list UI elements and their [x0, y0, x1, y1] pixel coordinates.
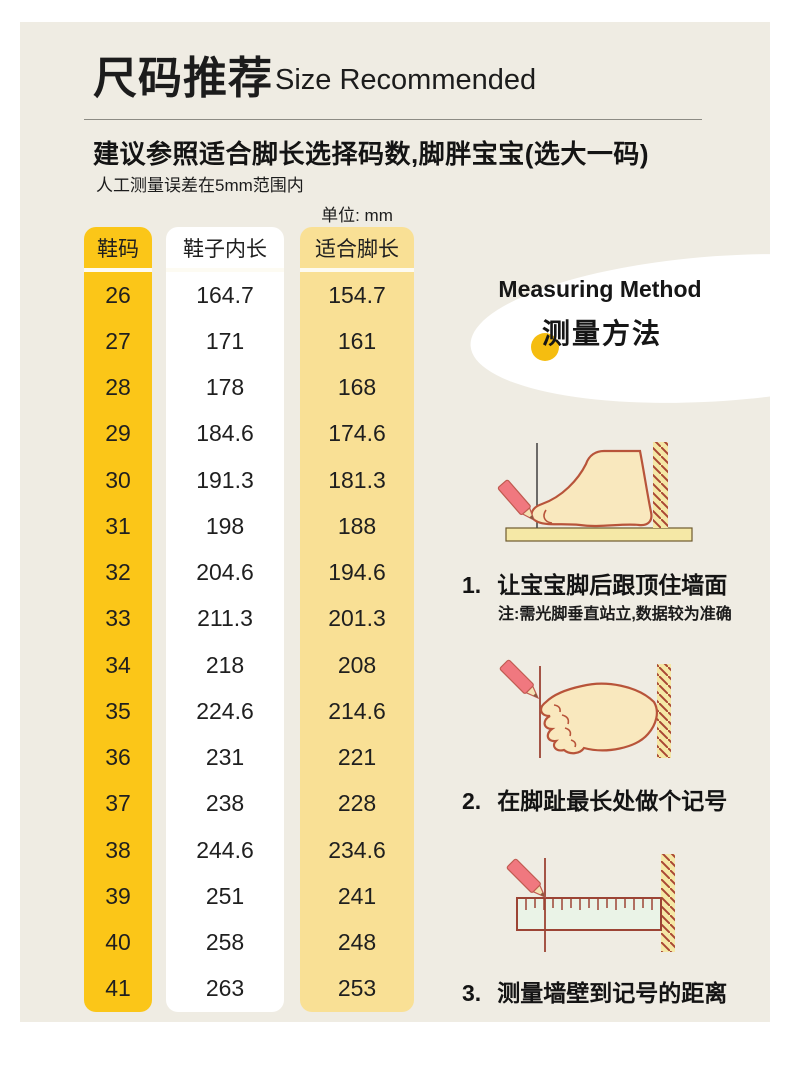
- table-cell: 258: [205, 929, 245, 956]
- table-cell: 37: [105, 790, 131, 817]
- table-cell: 263: [205, 975, 245, 1002]
- floor: [505, 527, 693, 542]
- table-cell: 28: [105, 374, 131, 401]
- table-cell: 228: [337, 790, 377, 817]
- yellow-dot-icon: [531, 333, 559, 361]
- table-cell: 198: [205, 512, 245, 539]
- step2-text: 2. 在脚趾最长处做个记号: [462, 782, 727, 816]
- table-cell: 194.6: [328, 559, 386, 586]
- table-cell: 191.3: [196, 466, 254, 493]
- step2-mark-toe-illustration: [499, 659, 671, 758]
- step3-text: 3. 测量墙壁到记号的距离: [462, 974, 727, 1008]
- column-body-inner-length: 164.7 171 178 184.6 191.3 198 204.6 211.3 218 224…: [166, 272, 284, 1012]
- column-body-size: 26 27 28 29 30 31 32 33 34 35 36 37 38 39 40 41: [84, 272, 152, 1012]
- header-gap: [166, 268, 284, 272]
- table-cell: 29: [105, 420, 131, 447]
- size-table: 鞋码 26 27 28 29 30 31 32 33 34 35 36 37 38 39 40 41 鞋子内长…: [84, 227, 414, 1012]
- table-cell: 33: [105, 605, 131, 632]
- toe-detail: [543, 509, 553, 524]
- step1-number: 1.: [462, 572, 482, 598]
- ruler: [516, 897, 662, 931]
- table-cell: 221: [337, 744, 377, 771]
- ruler-ticks: [525, 899, 653, 910]
- table-cell: 211.3: [197, 605, 253, 632]
- table-cell: 204.6: [196, 559, 254, 586]
- table-cell: 164.7: [196, 281, 254, 308]
- table-cell: 171: [205, 327, 245, 354]
- wall: [653, 442, 668, 528]
- table-cell: 238: [205, 790, 245, 817]
- unit-label: 单位: mm: [321, 206, 393, 225]
- page-title: 尺码推荐: [93, 54, 273, 103]
- table-cell: 39: [105, 882, 131, 909]
- table-cell: 231: [205, 744, 245, 771]
- table-cell: 251: [205, 882, 245, 909]
- header-gap: [84, 268, 152, 272]
- pencil-icon: [506, 858, 547, 899]
- pencil-icon: [499, 659, 540, 700]
- table-cell: 214.6: [328, 697, 386, 724]
- table-cell: 174.6: [328, 420, 386, 447]
- table-cell: 253: [337, 975, 377, 1002]
- content-panel: 尺码推荐 Size Recommended 建议参照适合脚长选择码数,脚胖宝宝(…: [20, 22, 770, 1022]
- table-cell: 35: [105, 697, 131, 724]
- table-cell: 27: [105, 327, 131, 354]
- table-cell: 32: [105, 559, 131, 586]
- pencil-icon: [497, 479, 536, 522]
- table-cell: 188: [337, 512, 377, 539]
- table-column-foot-length: 适合脚长 154.7 161 168 174.6 181.3 188 194.6 201.3 2…: [300, 227, 414, 1012]
- step3-label: 测量墙壁到记号的距离: [497, 980, 728, 1006]
- wall: [661, 854, 675, 952]
- column-header: 鞋码: [84, 227, 152, 268]
- page-title-en: Size Recommended: [275, 64, 537, 96]
- table-cell: 248: [337, 929, 377, 956]
- foot-top: [540, 682, 658, 755]
- table-cell: 208: [337, 651, 377, 678]
- table-cell: 26: [105, 281, 131, 308]
- table-cell: 38: [105, 836, 131, 863]
- measuring-method-title-en: Measuring Method: [498, 276, 702, 302]
- table-cell: 34: [105, 651, 131, 678]
- table-cell: 181.3: [328, 466, 386, 493]
- step2-number: 2.: [462, 788, 482, 814]
- step3-measure-distance-illustration: [506, 854, 675, 952]
- column-header: 适合脚长: [300, 227, 414, 268]
- table-cell: 234.6: [328, 836, 386, 863]
- step1-label: 让宝宝脚后跟顶住墙面: [497, 572, 728, 598]
- table-cell: 244.6: [196, 836, 254, 863]
- wall: [657, 664, 671, 758]
- column-header: 鞋子内长: [166, 227, 284, 268]
- subtitle: 建议参照适合脚长选择码数,脚胖宝宝(选大一码): [93, 139, 650, 169]
- table-cell: 168: [337, 374, 377, 401]
- table-cell: 40: [105, 929, 131, 956]
- column-body-foot-length: 154.7 161 168 174.6 181.3 188 194.6 201.3 208 214…: [300, 272, 414, 1012]
- table-cell: 31: [105, 512, 131, 539]
- table-cell: 224.6: [196, 697, 254, 724]
- table-cell: 184.6: [196, 420, 254, 447]
- table-cell: 41: [105, 975, 131, 1002]
- step3-number: 3.: [462, 980, 482, 1006]
- measuring-method-title-zh: 测量方法: [541, 318, 662, 349]
- toe-creases: [553, 704, 577, 748]
- foot-side: [530, 449, 653, 528]
- table-cell: 178: [205, 374, 245, 401]
- table-cell: 30: [105, 466, 131, 493]
- table-cell: 241: [337, 882, 377, 909]
- table-cell: 161: [337, 327, 377, 354]
- table-column-inner-length: 鞋子内长 164.7 171 178 184.6 191.3 198 204.6 211.3 2…: [166, 227, 284, 1012]
- tolerance-note: 人工测量误差在5mm范围内: [96, 176, 304, 195]
- table-cell: 36: [105, 744, 131, 771]
- step1-text: 1. 让宝宝脚后跟顶住墙面: [462, 566, 727, 600]
- divider: [84, 119, 702, 120]
- step1-foot-against-wall-illustration: [497, 442, 693, 542]
- table-cell: 201.3: [328, 605, 386, 632]
- header-gap: [300, 268, 414, 272]
- table-column-size: 鞋码 26 27 28 29 30 31 32 33 34 35 36 37 38 39 40 41: [84, 227, 152, 1012]
- step2-label: 在脚趾最长处做个记号: [497, 788, 728, 814]
- table-cell: 218: [205, 651, 245, 678]
- table-cell: 154.7: [328, 281, 386, 308]
- step1-note: 注:需光脚垂直站立,数据较为准确: [498, 606, 732, 623]
